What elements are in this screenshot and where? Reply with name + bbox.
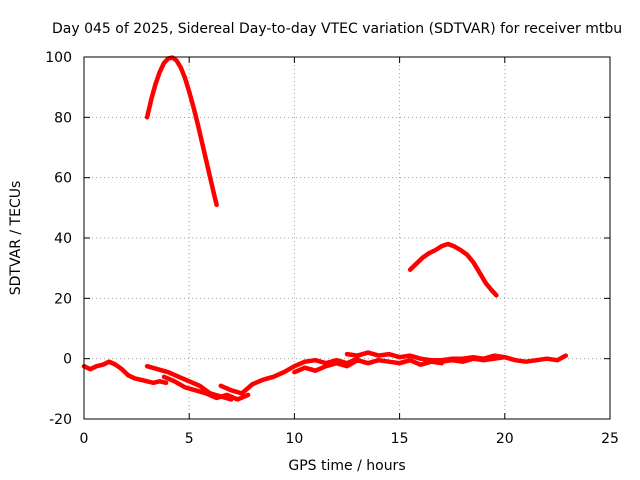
series-line-3 (81, 359, 169, 386)
tick-layer: 0 5 10 15 20 25 -20 0 20 40 60 80 100 (45, 50, 619, 447)
series-line-2 (407, 241, 499, 298)
series-layer (81, 55, 569, 402)
chart-title: Day 045 of 2025, Sidereal Day-to-day VTE… (52, 21, 622, 37)
y-tick-label: -20 (49, 412, 72, 428)
y-tick-label: 80 (54, 110, 72, 126)
x-tick-label: 15 (391, 431, 409, 447)
x-tick-label: 20 (496, 431, 514, 447)
series-line-5 (161, 374, 251, 402)
y-tick-label: 40 (54, 231, 72, 247)
grid-layer (84, 57, 610, 419)
series-line-9 (439, 353, 569, 364)
y-tick-label: 100 (45, 50, 72, 66)
y-tick-label: 0 (63, 352, 72, 368)
series-line-6 (218, 356, 360, 396)
y-tick-label: 20 (54, 291, 72, 307)
series-line-1 (144, 55, 219, 208)
x-tick-label: 0 (80, 431, 89, 447)
x-axis-label: GPS time / hours (288, 458, 405, 474)
series-line-7 (292, 357, 444, 375)
x-tick-label: 25 (601, 431, 619, 447)
y-tick-label: 60 (54, 171, 72, 187)
y-axis-label: SDTVAR / TECUs (8, 181, 24, 296)
x-tick-label: 10 (285, 431, 303, 447)
x-tick-label: 5 (185, 431, 194, 447)
